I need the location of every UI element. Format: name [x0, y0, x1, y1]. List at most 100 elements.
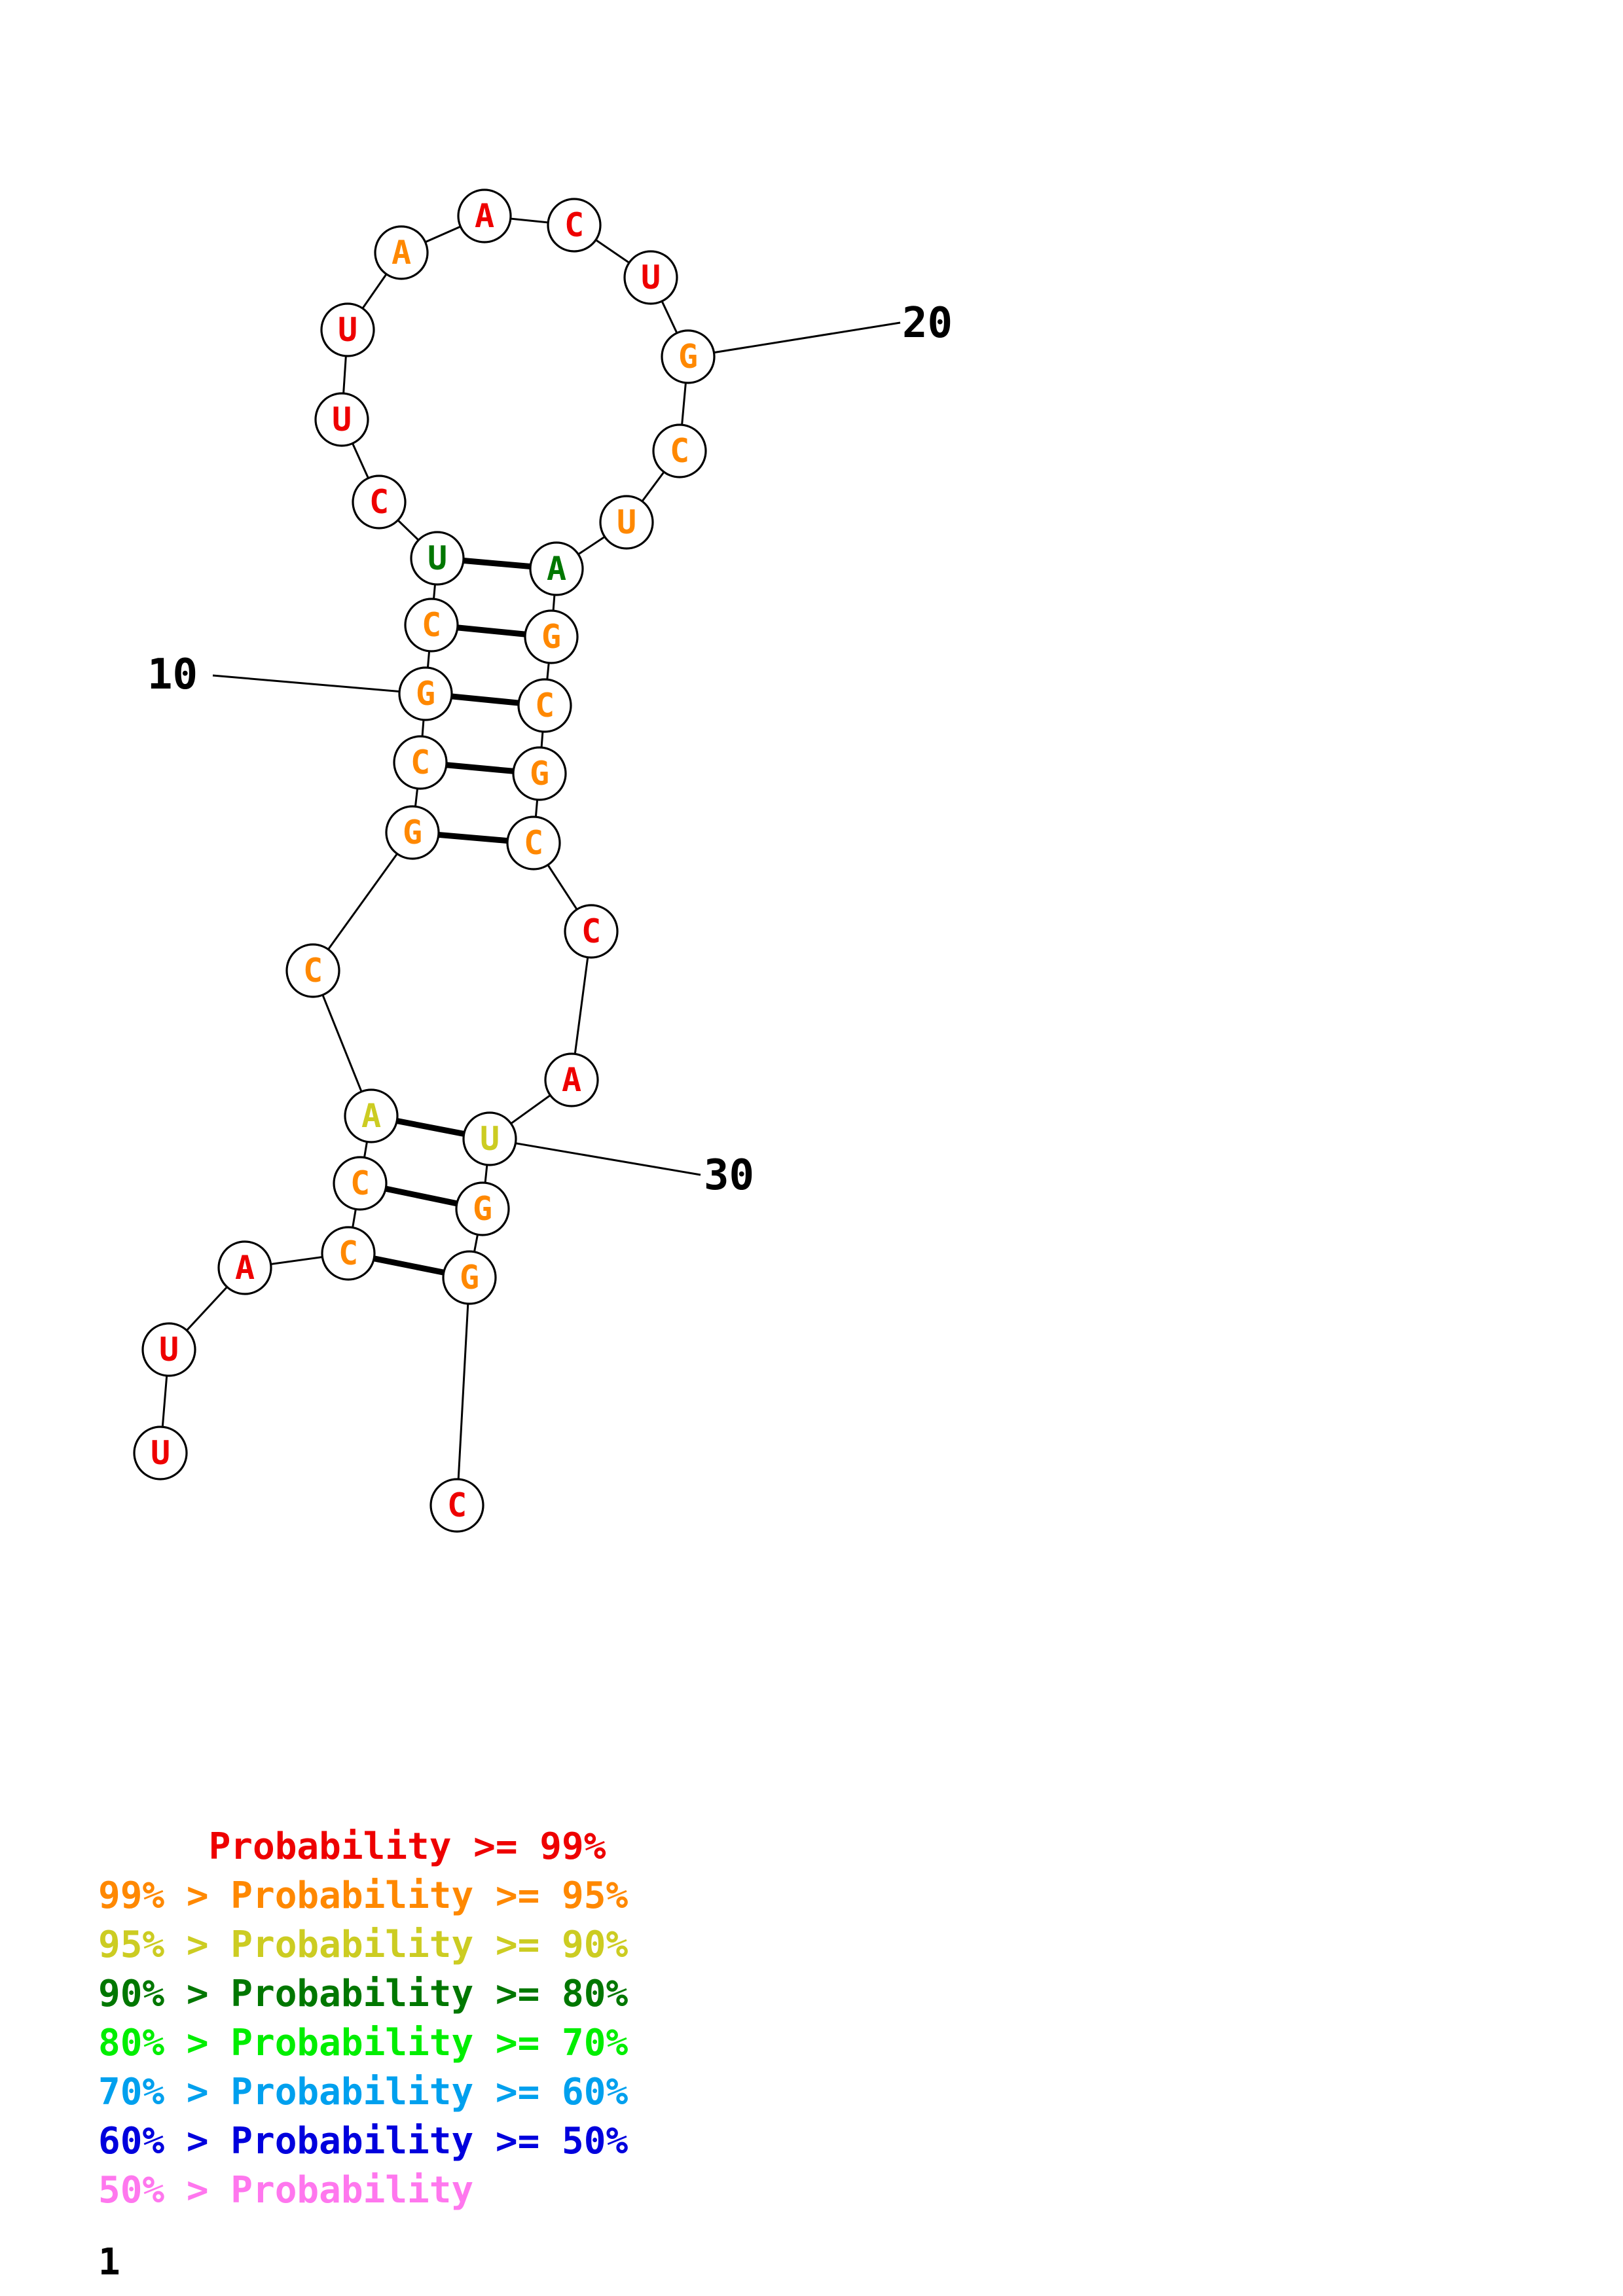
nucleotide-circle [455, 1181, 510, 1236]
nucleotide: C [333, 1156, 388, 1211]
nucleotide-circle [544, 1052, 599, 1107]
base-pair-bond [446, 762, 514, 774]
nucleotide-base: A [235, 1249, 255, 1287]
nucleotide-base: U [151, 1434, 170, 1472]
nucleotide-circle [529, 541, 584, 596]
nucleotide: G [524, 609, 579, 664]
nucleotide-circle [141, 1322, 196, 1377]
base-pair-bond [396, 1118, 465, 1137]
legend-entry: 90% > Probability >= 80% [98, 1973, 628, 2015]
nucleotide-circle [564, 904, 619, 959]
nucleotide-circle [333, 1156, 388, 1211]
nucleotide-circle [512, 746, 567, 801]
nucleotide-circle [599, 495, 654, 550]
nucleotide-circle [352, 475, 407, 529]
nucleotide-base: G [473, 1190, 492, 1228]
nucleotide: U [410, 531, 465, 586]
nucleotide-base: U [428, 539, 447, 577]
position-tick-layer: 10 20 30 [147, 299, 953, 1200]
nucleotide-circle [404, 598, 459, 653]
nucleotide-circle [344, 1088, 399, 1143]
nucleotide-base: C [581, 912, 601, 950]
nucleotide-base: C [447, 1486, 467, 1524]
position-tick [212, 674, 426, 695]
nucleotide: C [393, 735, 448, 790]
nucleotide-circle [429, 1478, 484, 1533]
nucleotide: C [564, 904, 619, 959]
legend-entry: Probability >= 99% [98, 1825, 606, 1868]
nucleotide: U [141, 1322, 196, 1377]
nucleotide-base: U [617, 503, 636, 541]
nucleotide-circle [285, 943, 340, 998]
nucleotide-circle [506, 816, 561, 870]
nucleotide-base: U [332, 401, 352, 439]
nucleotide: C [285, 943, 340, 998]
nucleotide: G [442, 1250, 497, 1305]
page-number: 1 [98, 2241, 120, 2284]
nucleotide: A [529, 541, 584, 596]
base-pair-bond [385, 1185, 458, 1207]
base-pair-bond [373, 1255, 445, 1276]
nucleotide-circle [320, 302, 375, 357]
nucleotide-base: A [392, 234, 411, 272]
nucleotide-base: G [678, 338, 698, 376]
nucleotide: U [133, 1426, 188, 1480]
nucleotide: C [652, 423, 707, 478]
nucleotide-base: G [530, 755, 549, 793]
nucleotide: U [314, 392, 369, 447]
nucleotide-base: G [416, 675, 435, 713]
nucleotide-circle [314, 392, 369, 447]
base-pair-layer [373, 558, 531, 1276]
nucleotide-base: A [562, 1061, 581, 1099]
nucleotide: A [344, 1088, 399, 1143]
legend-entry: 99% > Probability >= 95% [98, 1874, 628, 1917]
nucleotide-base: U [159, 1331, 179, 1369]
nucleotide: U [320, 302, 375, 357]
nucleotide-circle [393, 735, 448, 790]
nucleotide: C [429, 1478, 484, 1533]
backbone-link [456, 1277, 471, 1506]
nucleotide-base: C [535, 687, 555, 725]
nucleotide-circle [462, 1111, 517, 1166]
nucleotide-base: A [475, 197, 494, 235]
legend-entry: 95% > Probability >= 90% [98, 1924, 628, 1966]
base-pair-bond [451, 693, 519, 706]
nucleotide-base: G [403, 814, 422, 852]
nucleotide-base: G [460, 1259, 479, 1297]
nucleotide-base: C [338, 1234, 358, 1272]
position-label: 10 [147, 651, 198, 699]
nucleotide-base: U [641, 259, 661, 296]
nucleotide-base: A [547, 550, 566, 588]
nucleotide-circle [133, 1426, 188, 1480]
position-label: 30 [704, 1151, 754, 1200]
nucleotide-circle [217, 1240, 272, 1295]
nucleotide: G [385, 805, 440, 860]
nucleotide-circle [410, 531, 465, 586]
nucleotide-circle [517, 678, 572, 733]
nucleotide: G [661, 329, 716, 384]
nucleotide-base: C [524, 824, 543, 862]
nucleotide-circle [385, 805, 440, 860]
nucleotide-base: C [670, 432, 689, 470]
nucleotide-base: G [541, 618, 561, 656]
nucleotide: C [321, 1226, 376, 1281]
nucleotide: U [623, 250, 678, 305]
nucleotide-circle [442, 1250, 497, 1305]
nucleotide: G [398, 666, 453, 721]
backbone-layer [159, 215, 689, 1506]
nucleotide-base: C [410, 744, 430, 781]
base-pair-bond [438, 831, 508, 844]
base-pair-bond [457, 624, 526, 637]
base-pair-bond [463, 558, 531, 569]
nucleotide-base: C [350, 1164, 370, 1202]
nucleotide-base: U [338, 311, 357, 349]
nucleotide-circle [321, 1226, 376, 1281]
nucleotide-circle [398, 666, 453, 721]
nucleotide-circle [374, 225, 429, 280]
nucleotide-circle [547, 198, 602, 253]
legend-entry: 50% > Probability [98, 2169, 473, 2212]
position-tick [489, 1138, 701, 1176]
nucleotide: C [352, 475, 407, 529]
